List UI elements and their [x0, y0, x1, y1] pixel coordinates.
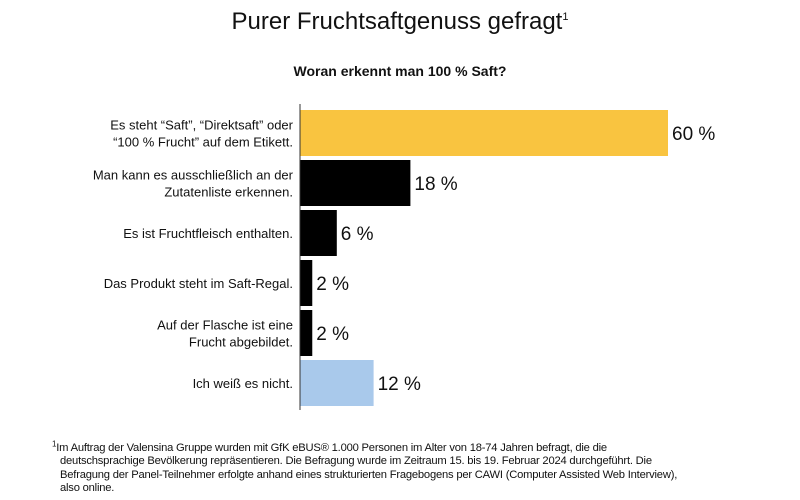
bar — [300, 110, 668, 156]
bar — [300, 360, 374, 406]
data-label: 2 % — [316, 274, 349, 295]
category-label: Es ist Fruchtfleisch enthalten. — [123, 226, 293, 241]
title-footnote-mark: 1 — [562, 11, 569, 23]
chart-subtitle: Woran erkennt man 100 % Saft? — [293, 63, 507, 79]
category-label: Auf der Flasche ist eine — [157, 318, 293, 333]
chart-title-text: Purer Fruchtsaftgenuss gefragt — [231, 8, 563, 35]
footnote: 1Im Auftrag der Valensina Gruppe wurden … — [52, 437, 752, 496]
category-label: Zutatenliste erkennen. — [164, 185, 293, 200]
bar — [300, 260, 313, 306]
category-label: Man kann es ausschließlich an der — [93, 168, 294, 183]
bar — [300, 310, 313, 356]
data-label: 2 % — [316, 324, 349, 345]
data-label: 60 % — [672, 124, 715, 145]
footnote-line: deutschsprachige Bevölkerung repräsentie… — [60, 455, 652, 468]
data-label: 6 % — [341, 224, 374, 245]
category-label: Das Produkt steht im Saft-Regal. — [104, 276, 293, 291]
footnote-line: Befragung der Panel-Teilnehmer erfolgte … — [60, 468, 678, 481]
bar — [300, 210, 337, 256]
chart-title: Purer Fruchtsaftgenuss gefragt1 — [0, 8, 800, 36]
category-label: Frucht abgebildet. — [189, 335, 293, 350]
footnote-line: also online. — [60, 482, 115, 495]
bar — [300, 160, 411, 206]
footnote-line: Im Auftrag der Valensina Gruppe wurden m… — [56, 441, 607, 454]
category-label: “100 % Frucht” auf dem Etikett. — [113, 135, 293, 150]
data-label: 12 % — [378, 374, 421, 395]
category-label: Es steht “Saft”, “Direktsaft” oder — [110, 118, 293, 133]
bar-chart: 60 % Es steht “Saft”, “Direktsaft” oder “1… — [93, 104, 715, 410]
data-label: 18 % — [414, 174, 457, 195]
footnote-mark: 1 — [52, 439, 57, 448]
category-label: Ich weiß es nicht. — [193, 376, 293, 391]
